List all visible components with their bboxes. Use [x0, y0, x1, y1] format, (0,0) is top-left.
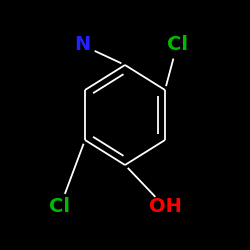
Text: OH: OH — [148, 198, 182, 216]
Text: Cl: Cl — [166, 36, 188, 54]
Text: N: N — [74, 36, 90, 54]
Text: Cl: Cl — [50, 198, 70, 216]
